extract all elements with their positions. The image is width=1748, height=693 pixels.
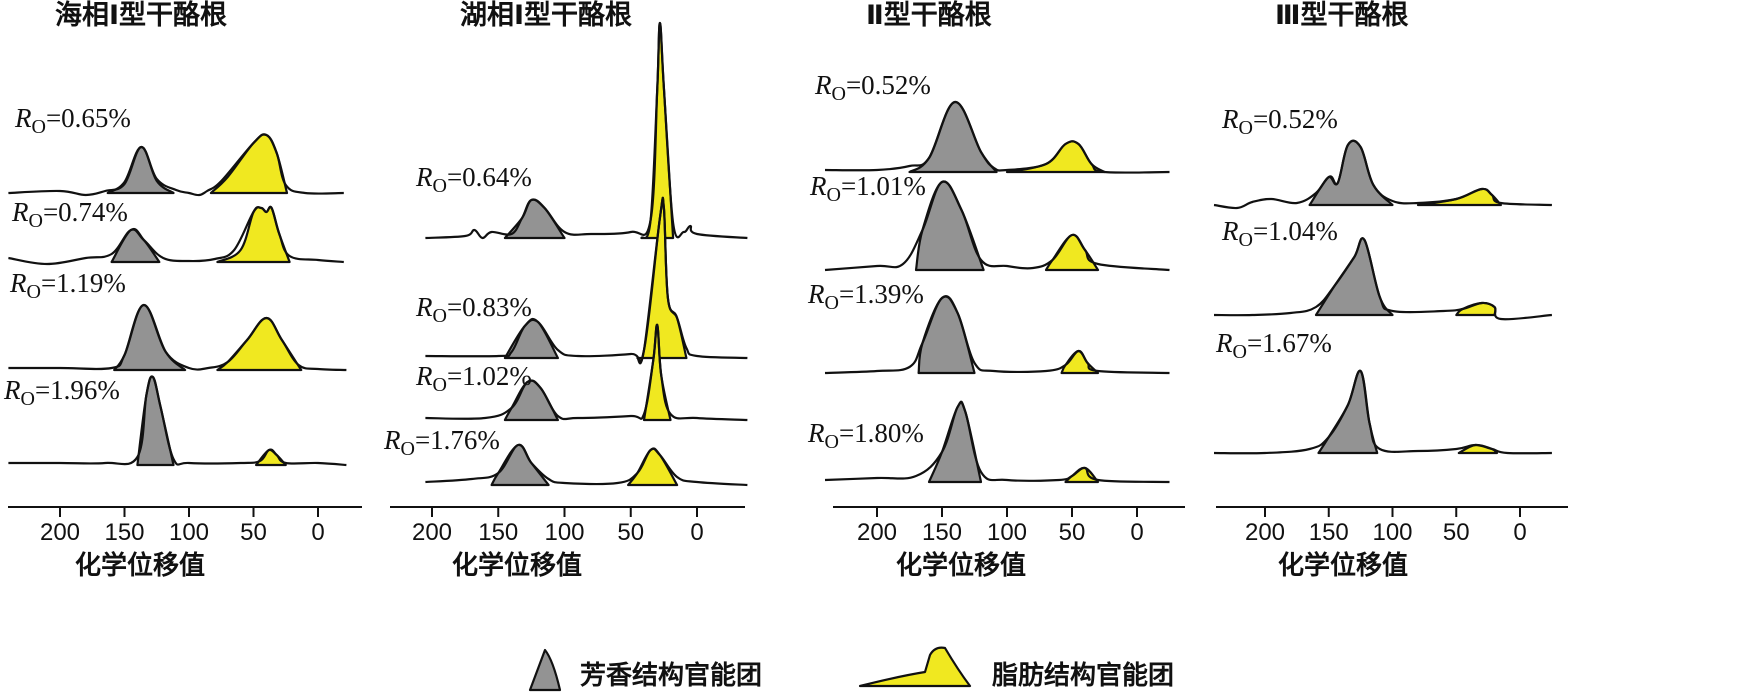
x-axis-label: 化学位移值 — [1278, 550, 1408, 581]
spectrum-series: RO=1.67% — [1213, 328, 1552, 455]
x-tick-label: 50 — [240, 519, 267, 546]
panel-title: Ⅲ型干酪根 — [1275, 0, 1409, 31]
aromatic-peak — [908, 100, 998, 174]
ro-label: RO=1.80% — [807, 418, 924, 453]
spectrum-series: RO=0.52% — [814, 70, 1170, 174]
spectrum-line — [1213, 237, 1552, 321]
panel-title: 湖相Ⅰ型干酪根 — [460, 0, 632, 31]
ro-label: RO=1.67% — [1215, 328, 1332, 363]
spectrum-line — [8, 205, 344, 266]
spectrum-line — [1213, 139, 1552, 210]
x-axis-label: 化学位移值 — [75, 550, 205, 581]
chart-panel-1: 海相Ⅰ型干酪根 200 150 100 50 0 化学位移值 RO=0.65% RO=0.74%… — [3, 0, 362, 581]
aliphatic-shape-icon — [858, 646, 972, 688]
spectrum-line — [824, 401, 1170, 484]
spectrum-series: RO=0.64% — [415, 21, 748, 240]
ro-label: RO=1.01% — [809, 171, 926, 206]
aromatic-peak — [106, 145, 175, 195]
x-tick-label: 150 — [478, 519, 518, 546]
spectrum-series: RO=1.19% — [8, 268, 347, 372]
spectrum-series: RO=1.02% — [415, 323, 748, 422]
aliphatic-peak — [627, 447, 679, 487]
spectrum-series: RO=1.80% — [807, 400, 1170, 484]
x-tick-label: 50 — [1443, 519, 1470, 546]
legend: 芳香结构官能团 脂肪结构官能团 — [528, 646, 1174, 692]
panels: 海相Ⅰ型干酪根 200 150 100 50 0 化学位移值 RO=0.65% RO=0.74%… — [3, 0, 1568, 581]
aliphatic-peak — [255, 448, 287, 467]
x-tick-label: 50 — [617, 519, 644, 546]
legend-aliphatic-label: 脂肪结构官能团 — [992, 660, 1174, 691]
ro-label: RO=0.64% — [415, 162, 532, 197]
ro-label: RO=0.65% — [14, 103, 131, 138]
aromatic-triangle-icon — [528, 648, 562, 692]
spectrum-line — [824, 295, 1170, 375]
x-tick-label: 100 — [987, 519, 1027, 546]
x-tick-label: 100 — [544, 519, 584, 546]
spectrum-line — [824, 180, 1170, 272]
ro-label: RO=1.96% — [3, 375, 120, 410]
spectrum-line — [1213, 369, 1552, 455]
spectrum-series: RO=1.96% — [3, 375, 347, 467]
x-axis-label: 化学位移值 — [452, 550, 582, 581]
spectrum-line — [8, 375, 347, 467]
panel-title: 海相Ⅰ型干酪根 — [55, 0, 227, 31]
panel-title: Ⅱ型干酪根 — [866, 0, 992, 31]
aliphatic-peak — [640, 21, 675, 240]
spectrum-series: RO=1.39% — [807, 279, 1170, 375]
spectrum-line — [8, 303, 347, 372]
ro-label: RO=0.52% — [1221, 104, 1338, 139]
spectrum-series: RO=0.52% — [1213, 104, 1552, 210]
chart-panel-2: 湖相Ⅰ型干酪根 200 150 100 50 0 化学位移值 RO=0.64% RO=0.83%… — [383, 0, 748, 581]
x-tick-label: 0 — [690, 519, 703, 546]
ro-label: RO=1.04% — [1221, 216, 1338, 251]
legend-aromatic-label: 芳香结构官能团 — [580, 660, 762, 691]
chart-panel-3: Ⅱ型干酪根 200 150 100 50 0 化学位移值 RO=0.52% RO=1.01% RO… — [807, 0, 1185, 581]
aromatic-peak — [1308, 139, 1394, 207]
spectrum-series: RO=1.01% — [809, 171, 1170, 272]
ro-label: RO=0.74% — [11, 197, 128, 232]
x-tick-label: 150 — [104, 519, 144, 546]
ro-label: RO=0.52% — [814, 70, 931, 105]
ro-label: RO=0.83% — [415, 292, 532, 327]
x-tick-label: 0 — [1130, 519, 1143, 546]
spectrum-series: RO=1.76% — [383, 425, 748, 487]
spectrum-line — [425, 323, 748, 422]
x-tick-label: 200 — [857, 519, 897, 546]
aliphatic-peak — [1044, 233, 1100, 272]
spectrum-line — [425, 196, 748, 363]
ro-label: RO=1.19% — [9, 268, 126, 303]
ro-label: RO=1.39% — [807, 279, 924, 314]
x-tick-label: 50 — [1059, 519, 1086, 546]
chart-panel-4: Ⅲ型干酪根 200 150 100 50 0 化学位移值 RO=0.52% RO=1.04% RO… — [1213, 0, 1568, 581]
aliphatic-peak — [636, 196, 688, 365]
aromatic-peak — [490, 443, 550, 487]
aromatic-peak — [914, 180, 985, 272]
x-tick-label: 0 — [1513, 519, 1526, 546]
x-tick-label: 100 — [1372, 519, 1412, 546]
spectrum-series: RO=1.04% — [1213, 216, 1552, 321]
spectrum-line — [824, 100, 1170, 174]
spectrum-series: RO=0.83% — [415, 196, 748, 365]
spectrum-line — [425, 443, 748, 487]
x-axis-label: 化学位移值 — [896, 550, 1026, 581]
spectrum-line — [8, 133, 344, 197]
aliphatic-peak — [216, 316, 303, 372]
x-tick-label: 200 — [40, 519, 80, 546]
ro-label: RO=1.76% — [383, 425, 500, 460]
ro-label: RO=1.02% — [415, 361, 532, 396]
x-tick-label: 150 — [1309, 519, 1349, 546]
spectrum-series: RO=0.74% — [8, 197, 344, 266]
aromatic-peak — [136, 375, 175, 467]
x-tick-label: 150 — [922, 519, 962, 546]
x-tick-label: 0 — [311, 519, 324, 546]
spectrum-series: RO=0.65% — [8, 103, 344, 197]
x-tick-label: 200 — [412, 519, 452, 546]
spectrum-line — [425, 21, 748, 240]
x-tick-label: 100 — [169, 519, 209, 546]
aliphatic-peak — [209, 133, 289, 195]
x-tick-label: 200 — [1245, 519, 1285, 546]
